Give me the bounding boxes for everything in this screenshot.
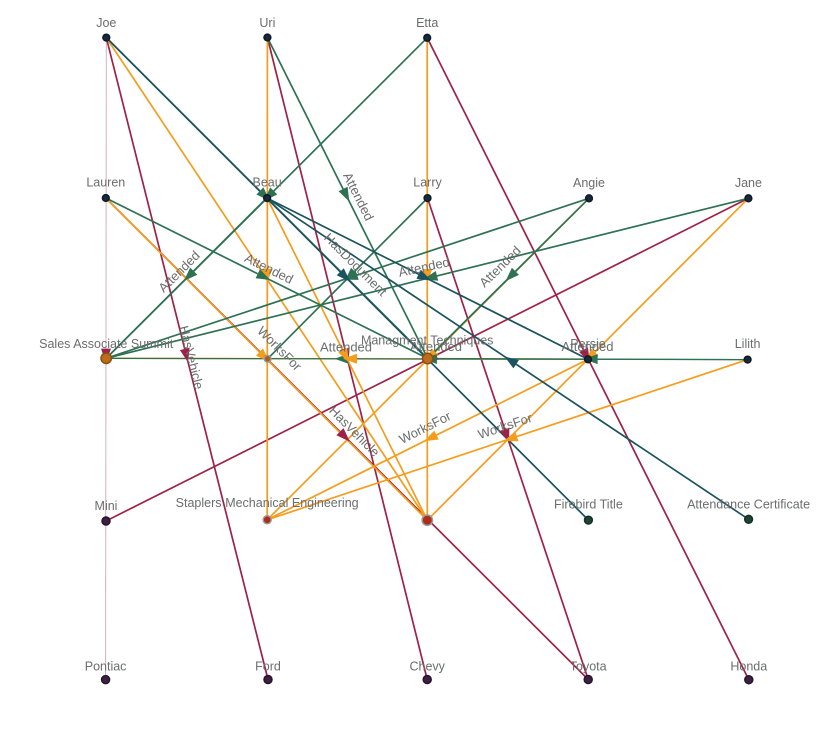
svg-text:Managment Techniques: Managment Techniques bbox=[361, 334, 494, 348]
svg-text:Mini: Mini bbox=[95, 499, 118, 513]
svg-text:Attendance Certificate: Attendance Certificate bbox=[687, 498, 810, 512]
svg-text:Lilith: Lilith bbox=[735, 337, 761, 351]
svg-text:Lauren: Lauren bbox=[86, 176, 125, 190]
svg-text:Persie: Persie bbox=[570, 337, 605, 351]
svg-text:Honda: Honda bbox=[730, 660, 767, 674]
svg-text:Beau: Beau bbox=[252, 176, 281, 190]
svg-text:Etta: Etta bbox=[416, 16, 438, 30]
svg-text:Jane: Jane bbox=[735, 176, 762, 190]
svg-text:Joe: Joe bbox=[96, 16, 116, 30]
svg-text:Mechanical Engineering: Mechanical Engineering bbox=[225, 496, 358, 510]
svg-text:Pontiac: Pontiac bbox=[85, 660, 127, 674]
svg-text:Sales Associate Summit: Sales Associate Summit bbox=[39, 337, 174, 351]
svg-text:Ford: Ford bbox=[255, 660, 281, 674]
svg-text:Firebird Title: Firebird Title bbox=[554, 498, 623, 512]
svg-text:Toyota: Toyota bbox=[570, 660, 607, 674]
svg-text:Uri: Uri bbox=[259, 16, 275, 30]
svg-text:Chevy: Chevy bbox=[409, 660, 445, 674]
svg-text:Staplers: Staplers bbox=[176, 496, 222, 510]
svg-text:Larry: Larry bbox=[413, 176, 442, 190]
svg-text:Angie: Angie bbox=[573, 176, 605, 190]
